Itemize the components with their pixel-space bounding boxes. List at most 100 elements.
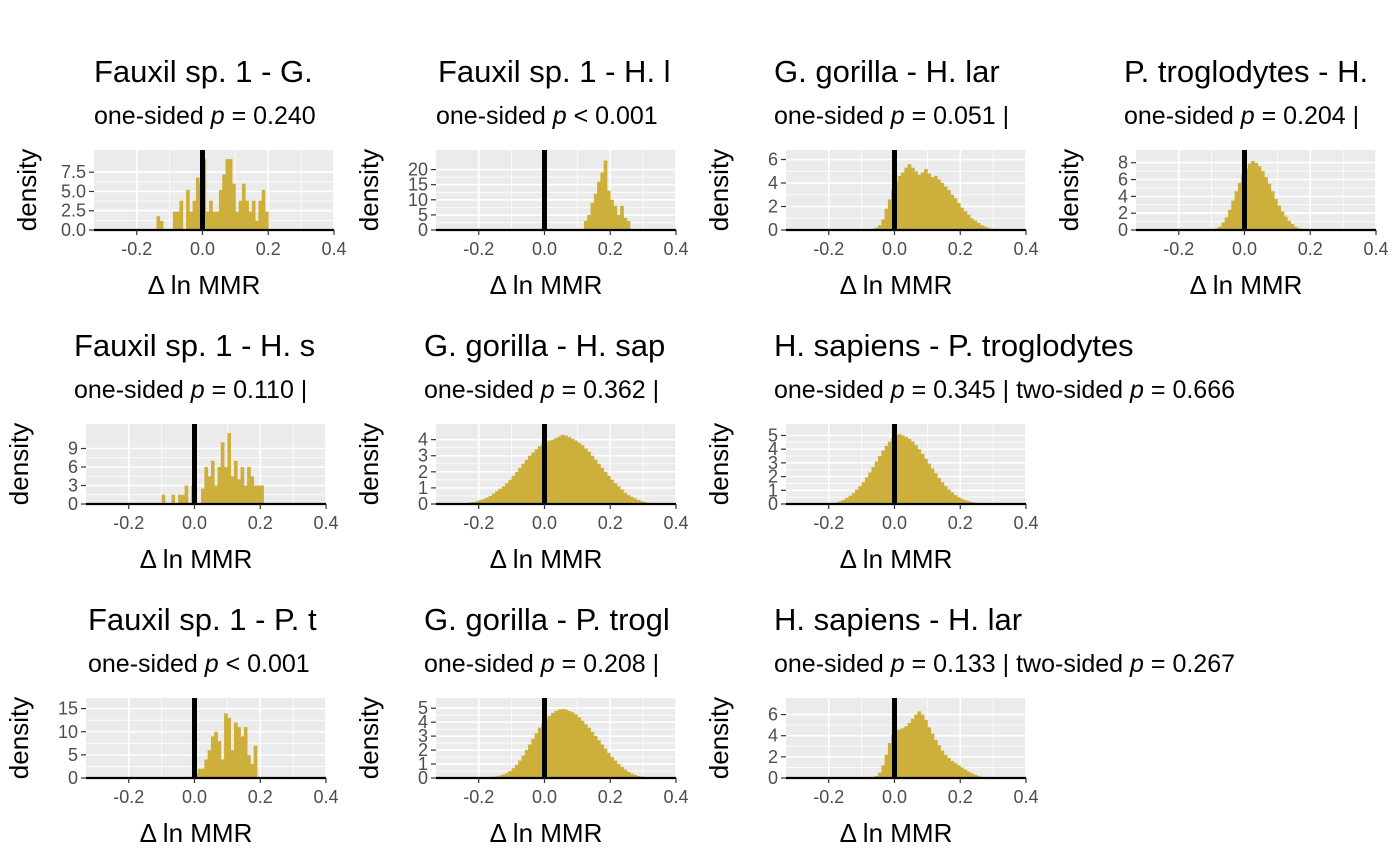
facet-title: G. gorilla - H. lar — [774, 54, 1000, 89]
histogram-bar — [230, 476, 235, 504]
x-tick-label: 0.0 — [532, 513, 557, 533]
histogram-bar — [920, 453, 925, 504]
histogram-bar — [603, 471, 608, 504]
x-axis-label: Δ ln MMR — [1190, 270, 1303, 300]
histogram-bar — [927, 727, 932, 778]
histogram-bar — [633, 774, 637, 778]
histogram-bar — [950, 492, 955, 504]
p-symbol: p — [1129, 650, 1144, 678]
y-axis-label: density — [354, 423, 384, 505]
histogram-bar — [920, 172, 925, 230]
y-tick-label: 6 — [68, 457, 78, 477]
histogram-bar — [1287, 220, 1291, 230]
histogram-bar — [904, 167, 909, 230]
histogram-bar — [264, 211, 269, 230]
histogram-bar — [848, 495, 853, 504]
histogram-bar — [897, 175, 902, 230]
histogram-bar — [933, 175, 938, 230]
x-axis-label: Δ ln MMR — [148, 270, 261, 300]
x-tick-label: 0.0 — [532, 787, 557, 807]
histogram-bar — [245, 200, 249, 230]
histogram-bar — [884, 208, 889, 230]
histogram-bar — [247, 754, 251, 778]
histogram-bar — [511, 768, 516, 778]
histogram-bar — [943, 754, 948, 778]
histogram-bar — [1293, 226, 1298, 230]
y-axis-label: density — [4, 697, 34, 779]
histogram-bar — [874, 461, 879, 504]
x-tick-label: 0.4 — [1013, 787, 1038, 807]
histogram-bar — [924, 458, 928, 504]
histogram-bar — [521, 463, 526, 504]
histogram-bar — [508, 771, 513, 778]
x-tick-label: 0.4 — [321, 239, 346, 259]
histogram-bar — [901, 435, 905, 504]
x-tick-label: -0.2 — [113, 787, 144, 807]
histogram-bar — [511, 475, 516, 504]
histogram-bar — [986, 227, 991, 230]
histogram-bar — [583, 220, 588, 230]
histogram-bar — [606, 190, 611, 230]
x-tick-label: -0.2 — [463, 239, 494, 259]
y-tick-label: 4 — [768, 173, 778, 193]
facet-header: H. sapiens - P. troglodytes one-sided p =… — [774, 328, 1235, 404]
histogram-bar — [639, 501, 644, 504]
y-tick-label: 8 — [1118, 153, 1128, 173]
histogram-bar — [574, 714, 578, 778]
histogram-bar — [475, 501, 480, 504]
facet-panel-2: Fauxil sp. 1 - H. l one-sided p < 0.001 -0… — [354, 54, 689, 300]
histogram-bar — [963, 769, 968, 778]
histogram-bar — [261, 189, 266, 230]
histogram-bar — [970, 218, 974, 230]
histogram-bar — [210, 736, 215, 778]
histogram-bar — [593, 459, 598, 504]
facet-header: G. gorilla - P. trogl one-sided p = 0.208… — [424, 602, 670, 678]
histogram-bar — [238, 200, 243, 230]
subtitle-text: one-sided — [424, 376, 541, 404]
histogram-bar — [217, 741, 222, 778]
y-tick-label: 5 — [768, 425, 778, 445]
histogram-bar — [927, 173, 932, 230]
histogram-bar — [887, 199, 892, 230]
histogram-bar — [250, 476, 255, 504]
y-tick-label: 0 — [768, 768, 778, 788]
histogram-bar — [973, 774, 978, 778]
histogram-bar — [884, 445, 889, 504]
x-tick-label: 0.4 — [663, 513, 688, 533]
histogram-bar — [937, 745, 941, 778]
histogram-bar — [930, 177, 935, 230]
y-tick-label: 20 — [408, 160, 428, 180]
histogram-bar — [613, 760, 618, 778]
x-tick-label: 0.0 — [882, 513, 907, 533]
subtitle-text: one-sided — [774, 376, 891, 404]
facet-panel-6: G. gorilla - H. sap one-sided p = 0.362 |… — [354, 328, 689, 574]
histogram-bar — [514, 471, 519, 504]
facet-subtitle: one-sided p = 0.133 | two-sided p = 0.26… — [774, 650, 1235, 678]
y-axis-label: density — [704, 697, 734, 779]
histogram-bar — [570, 438, 575, 504]
x-axis-label: Δ ln MMR — [840, 270, 953, 300]
histogram-bar — [478, 499, 483, 504]
histogram-bar — [501, 774, 506, 778]
y-tick-label: 0 — [1118, 220, 1128, 240]
histogram-bar — [937, 179, 941, 230]
histogram-bar — [600, 744, 605, 778]
y-tick-label: 3 — [418, 726, 428, 746]
histogram-bar — [537, 727, 542, 778]
histogram-bar — [633, 498, 637, 504]
histogram-bar — [878, 225, 882, 230]
y-tick-label: 1 — [768, 480, 778, 500]
facet-title: H. sapiens - P. troglodytes — [774, 328, 1134, 363]
histogram-bar — [227, 717, 232, 778]
y-tick-label: 6 — [768, 150, 778, 170]
histogram-bar — [171, 494, 176, 504]
facet-subtitle: one-sided p = 0.362 | — [424, 376, 659, 404]
histogram-bar — [636, 499, 641, 504]
histogram-bar — [927, 463, 932, 504]
facet-title: G. gorilla - P. trogl — [424, 602, 670, 637]
y-axis-label: density — [704, 149, 734, 231]
histogram-bar — [904, 436, 909, 504]
histogram-bar — [537, 446, 542, 504]
histogram-bar — [179, 200, 184, 230]
histogram-bar — [1277, 205, 1282, 230]
